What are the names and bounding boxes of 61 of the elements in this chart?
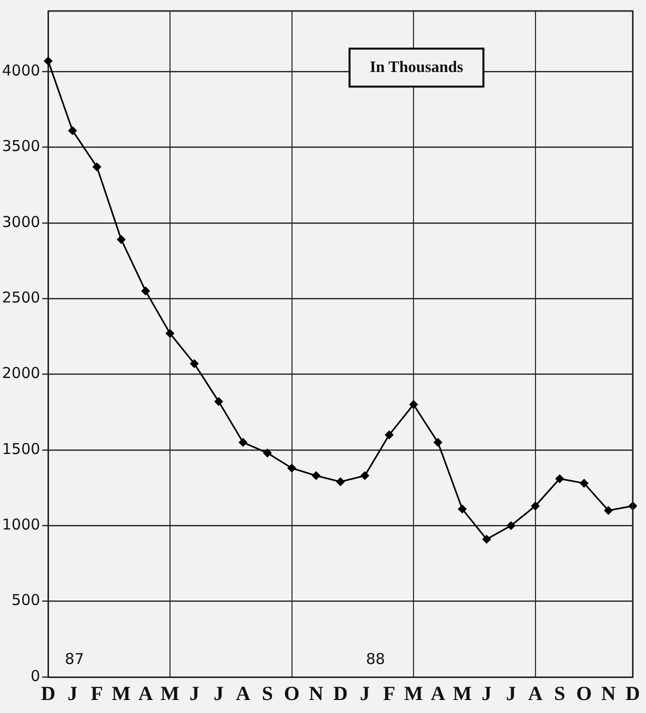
x-tick-label: D <box>333 683 348 706</box>
x-tick-label: M <box>112 683 131 706</box>
point <box>433 438 442 447</box>
point <box>68 126 78 136</box>
point <box>262 448 272 458</box>
x-tick-label: J <box>506 683 516 706</box>
point <box>287 464 296 473</box>
y-tick-label: 1000 <box>2 516 40 534</box>
x-tick-label: D <box>626 683 640 706</box>
y-tick-label: 0 <box>30 666 40 685</box>
point <box>580 478 589 488</box>
y-tick-label: 3500 <box>2 137 40 156</box>
x-tick-label: J <box>189 683 200 706</box>
x-tick-label: F <box>90 683 103 706</box>
point <box>165 328 174 338</box>
x-tick-label: A <box>236 683 251 706</box>
point <box>506 521 516 530</box>
point <box>312 471 321 480</box>
point <box>238 438 248 447</box>
x-tick-label: S <box>262 683 273 706</box>
point <box>384 430 394 440</box>
point <box>555 474 564 484</box>
point <box>116 235 126 244</box>
y-tick-label: 4000 <box>2 61 40 80</box>
x-tick-label: J <box>214 683 224 706</box>
annotation: In Thousands <box>370 58 464 76</box>
annotation: 87 <box>64 650 84 668</box>
y-tick-label: 2000 <box>2 364 40 382</box>
point <box>141 286 150 296</box>
point <box>458 504 467 514</box>
x-tick-label: D <box>40 683 56 706</box>
y-tick-label: 2500 <box>2 288 40 306</box>
point <box>92 162 102 172</box>
x-tick-label: J <box>68 683 78 706</box>
point <box>482 534 492 544</box>
x-tick-label: A <box>528 683 544 706</box>
x-tick-label: S <box>554 683 566 706</box>
x-tick-label: O <box>576 683 592 706</box>
x-tick-label: A <box>138 683 154 706</box>
x-tick-label: F <box>383 683 396 706</box>
point <box>214 397 224 406</box>
point <box>604 506 613 515</box>
y-tick-label: 1500 <box>2 440 40 458</box>
y-tick-label: 500 <box>12 591 40 610</box>
point <box>530 501 540 510</box>
x-tick-label: M <box>160 683 180 706</box>
x-tick-label: O <box>284 683 300 706</box>
point <box>360 471 370 480</box>
point <box>409 400 418 410</box>
y-tick-label: 3000 <box>2 212 40 231</box>
point <box>190 359 199 368</box>
x-tick-label: N <box>308 683 324 706</box>
x-tick-label: J <box>482 683 492 706</box>
x-tick-label: J <box>360 683 370 706</box>
x-tick-label: M <box>404 683 424 706</box>
x-tick-label: N <box>601 683 616 706</box>
x-tick-label: M <box>452 683 472 706</box>
annotation: 88 <box>366 650 386 668</box>
point <box>44 56 53 66</box>
x-tick-label: A <box>430 683 446 706</box>
point <box>336 477 345 486</box>
